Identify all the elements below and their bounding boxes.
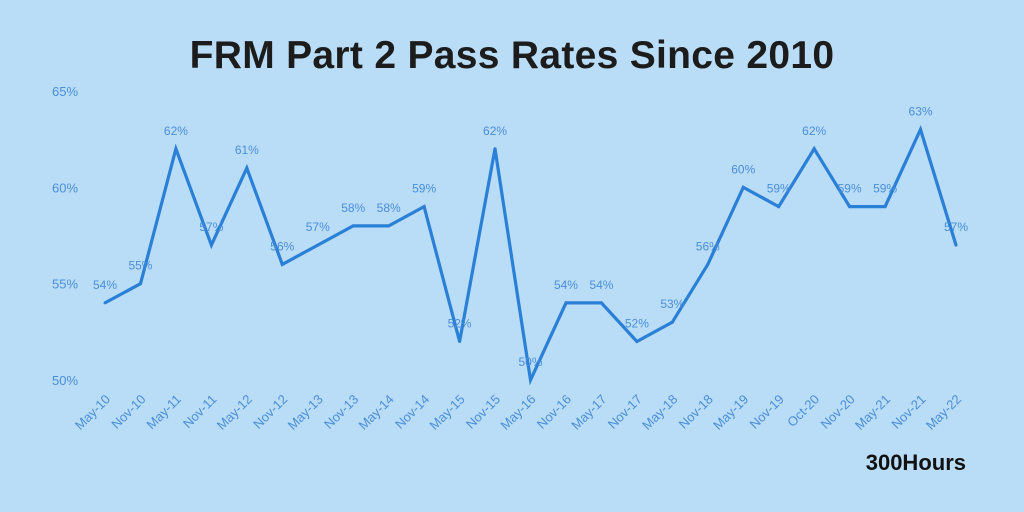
x-tick-label: May-15 (426, 392, 467, 433)
y-tick-label: 60% (52, 180, 78, 195)
y-tick-label: 65% (52, 84, 78, 99)
x-tick-label: May-16 (497, 392, 538, 433)
data-point (883, 205, 887, 209)
data-point (316, 243, 320, 247)
data-label: 52% (448, 316, 472, 330)
data-label: 55% (128, 259, 152, 273)
data-label: 58% (341, 201, 365, 215)
data-point (919, 128, 923, 132)
data-point (138, 282, 142, 286)
data-point (351, 224, 355, 228)
x-tick-label: Oct-20 (784, 392, 822, 430)
x-tick-label: Nov-18 (676, 392, 716, 432)
data-point (635, 339, 639, 343)
x-tick-label: Nov-13 (321, 392, 361, 432)
data-point (422, 205, 426, 209)
x-tick-label: May-12 (214, 392, 255, 433)
data-point (174, 147, 178, 151)
data-label: 59% (412, 182, 436, 196)
data-point (529, 378, 532, 382)
x-tick-label: Nov-12 (250, 392, 290, 432)
data-label: 54% (93, 278, 117, 292)
data-label: 57% (199, 220, 223, 234)
x-tick-label: Nov-20 (817, 392, 857, 432)
data-point (209, 243, 213, 247)
y-tick-label: 55% (52, 277, 78, 292)
x-tick-label: May-13 (285, 392, 326, 433)
x-tick-label: Nov-14 (392, 392, 432, 432)
data-point (245, 166, 249, 170)
data-label: 53% (660, 297, 684, 311)
data-labels: 54% 55% 62% 57% 61% 56% 57% 58% 58% 59% 52% 62% 50% 5… (93, 105, 968, 369)
data-point (741, 185, 745, 189)
x-tick-label: May-22 (923, 392, 964, 433)
data-label: 57% (944, 220, 968, 234)
data-point (777, 205, 781, 209)
data-label: 59% (873, 182, 897, 196)
data-point (599, 301, 603, 305)
data-point (670, 320, 674, 324)
brand-logo-text: 300Hours (865, 450, 966, 475)
x-tick-label: May-10 (72, 392, 113, 433)
x-tick-label: May-14 (356, 392, 397, 433)
x-tick-label: Nov-21 (888, 392, 928, 432)
x-tick-label: Nov-11 (180, 392, 220, 432)
data-label: 61% (235, 143, 259, 157)
data-label: 52% (625, 316, 649, 330)
x-tick-label: May-17 (568, 392, 609, 433)
data-label: 62% (164, 124, 188, 138)
x-tick-label: Nov-15 (463, 392, 503, 432)
x-tick-label: Nov-10 (108, 392, 148, 432)
data-point (103, 301, 107, 305)
data-label: 60% (731, 162, 755, 176)
data-label: 56% (270, 239, 294, 253)
y-tick-label: 50% (52, 373, 78, 388)
x-tick-label: Nov-19 (747, 392, 787, 432)
data-label: 57% (306, 220, 330, 234)
chart-title: FRM Part 2 Pass Rates Since 2010 (189, 34, 835, 77)
data-point (564, 301, 568, 305)
data-point (954, 243, 958, 247)
x-tick-label: May-19 (710, 392, 751, 433)
data-label: 62% (802, 124, 826, 138)
data-label: 58% (377, 201, 401, 215)
series-pass-rate (103, 125, 958, 386)
data-point (812, 147, 816, 151)
x-tick-label: May-21 (852, 392, 893, 433)
x-tick-label: May-18 (639, 392, 680, 433)
data-label: 59% (838, 182, 862, 196)
data-label: 59% (767, 182, 791, 196)
data-label: 54% (554, 278, 578, 292)
data-label: 62% (483, 124, 507, 138)
x-tick-label: May-11 (143, 392, 184, 433)
data-point (387, 224, 391, 228)
data-point (706, 262, 710, 266)
data-point (848, 205, 852, 209)
data-point (458, 339, 462, 343)
data-label: 54% (589, 278, 613, 292)
y-axis: 50% 55% 60% 65% (52, 84, 78, 388)
data-label: 50% (518, 355, 542, 369)
x-tick-label: Nov-17 (605, 392, 645, 432)
x-axis: May-10Nov-10May-11Nov-11May-12Nov-12May-… (72, 392, 964, 433)
data-label: 63% (909, 105, 933, 119)
series-line (104, 125, 958, 386)
x-tick-label: Nov-16 (534, 392, 574, 432)
data-label: 56% (696, 239, 720, 253)
data-point (280, 262, 284, 266)
data-point (493, 147, 497, 151)
